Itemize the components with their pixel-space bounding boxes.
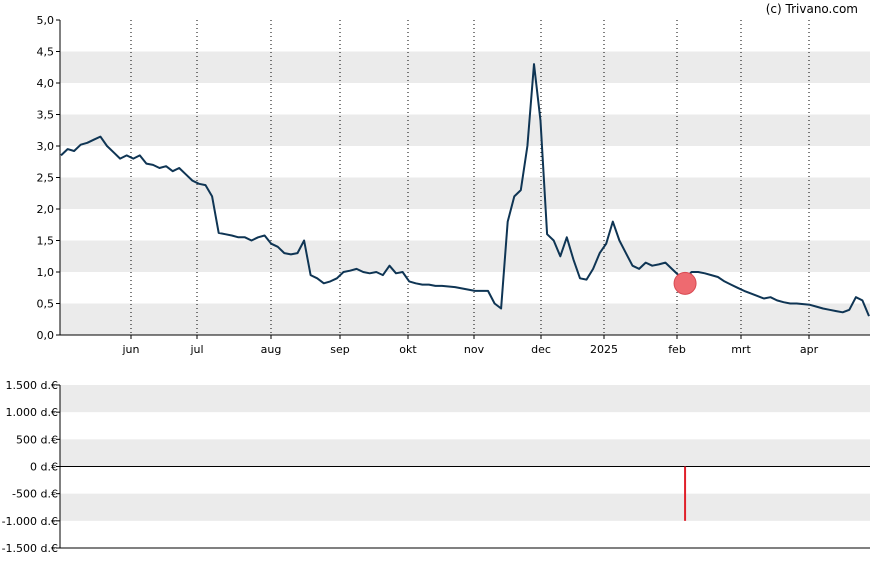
x-tick-label: aug: [261, 343, 282, 356]
price-band: [60, 240, 870, 272]
copyright-label: (c) Trivano.com: [765, 2, 858, 16]
volume-y-tick-label: 500 d.€: [16, 433, 58, 446]
x-tick-label: feb: [668, 343, 686, 356]
volume-band: [60, 439, 870, 467]
x-tick-label: okt: [399, 343, 417, 356]
y-tick-label: 3,0: [37, 140, 55, 153]
y-tick-label: 2,5: [37, 172, 55, 185]
x-tick-label: nov: [464, 343, 485, 356]
volume-y-tick-label: 1.000 d.€: [6, 406, 58, 419]
volume-y-tick-label: 1.500 d.€: [6, 379, 58, 392]
price-band: [60, 303, 870, 335]
y-tick-label: 5,0: [37, 14, 55, 27]
event-marker: [673, 271, 697, 295]
price-band: [60, 51, 870, 83]
y-tick-label: 1,5: [37, 235, 55, 248]
price-series-line: [60, 63, 870, 317]
x-tick-label: jun: [122, 343, 140, 356]
y-tick-label: 0,5: [37, 298, 55, 311]
y-tick-label: 1,0: [37, 266, 55, 279]
x-tick-label: jul: [189, 343, 203, 356]
volume-y-tick-label: -1.500 d.€: [2, 542, 58, 555]
y-tick-label: 2,0: [37, 203, 55, 216]
x-tick-label: sep: [330, 343, 349, 356]
x-tick-label: apr: [800, 343, 819, 356]
price-band: [60, 177, 870, 209]
x-tick-label: mrt: [731, 343, 751, 356]
y-tick-label: 0,0: [37, 329, 55, 342]
volume-y-tick-label: 0 d.€: [30, 461, 58, 474]
volume-band: [60, 385, 870, 413]
volume-y-tick-label: -1.000 d.€: [2, 515, 58, 528]
y-tick-label: 4,5: [37, 46, 55, 59]
y-tick-label: 4,0: [37, 77, 55, 90]
price-band: [60, 114, 870, 146]
volume-band: [60, 493, 870, 521]
x-tick-label: 2025: [590, 343, 618, 356]
y-tick-label: 3,5: [37, 109, 55, 122]
x-tick-label: dec: [531, 343, 551, 356]
volume-y-tick-label: -500 d.€: [12, 488, 58, 501]
